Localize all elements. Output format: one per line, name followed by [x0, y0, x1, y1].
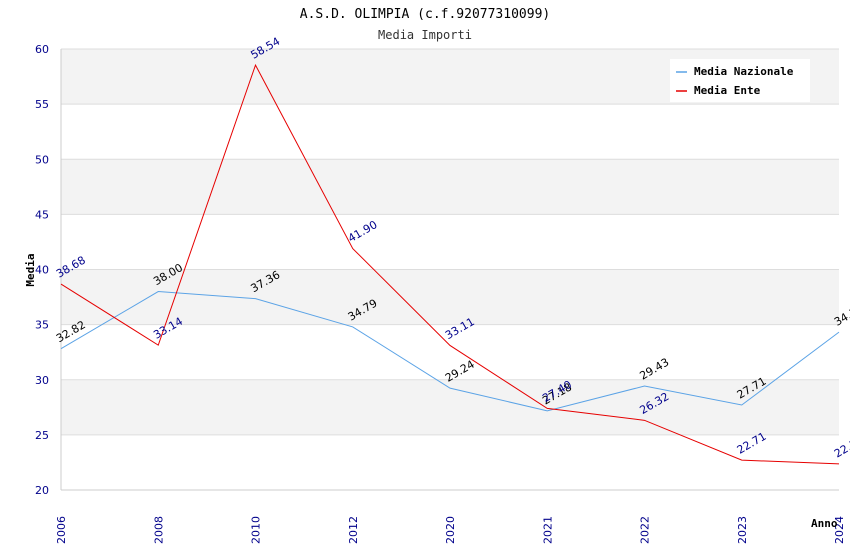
legend-label-nazionale: Media Nazionale [694, 65, 794, 78]
y-axis-ticks: 20 25 30 35 40 45 50 55 60 [35, 43, 49, 497]
y-tick-label: 25 [35, 429, 49, 442]
x-tick-label: 2020 [444, 516, 457, 544]
x-axis-ticks: 2006 2008 2010 2012 2020 2021 2022 2023 2024 [55, 516, 846, 544]
x-tick-label: 2024 [833, 516, 846, 544]
y-tick-label: 20 [35, 484, 49, 497]
series-lines [60, 63, 840, 465]
y-tick-label: 55 [35, 98, 49, 111]
y-tick-label: 30 [35, 374, 49, 387]
x-tick-label: 2023 [736, 516, 749, 544]
x-tick-label: 2010 [250, 516, 263, 544]
y-tick-label: 40 [35, 264, 49, 277]
grid-band [61, 434, 839, 490]
grid-band [61, 104, 839, 160]
chart-title: A.S.D. OLIMPIA (c.f.92077310099) [300, 7, 550, 22]
grid-band [61, 379, 839, 435]
x-tick-label: 2012 [347, 516, 360, 544]
x-tick-label: 2006 [55, 516, 68, 544]
plot-background [60, 48, 839, 491]
y-tick-label: 60 [35, 43, 49, 56]
y-tick-label: 50 [35, 153, 49, 166]
grid-band [61, 214, 839, 270]
grid-band [61, 324, 839, 380]
legend-label-ente: Media Ente [694, 84, 761, 97]
legend-box [670, 59, 810, 102]
legend: Media Nazionale Media Ente [670, 59, 810, 102]
chart-subtitle: Media Importi [378, 28, 472, 42]
y-tick-label: 45 [35, 208, 49, 221]
x-tick-label: 2021 [541, 516, 554, 544]
x-tick-label: 2008 [152, 516, 165, 544]
grid-band [61, 159, 839, 215]
series-line-ente [60, 63, 840, 465]
x-axis-label: Anno [811, 517, 838, 530]
x-tick-label: 2022 [639, 516, 652, 544]
series-line-nazionale [60, 291, 840, 412]
y-axis-label: Media [24, 253, 37, 286]
grid-band [61, 269, 839, 325]
y-tick-label: 35 [35, 319, 49, 332]
